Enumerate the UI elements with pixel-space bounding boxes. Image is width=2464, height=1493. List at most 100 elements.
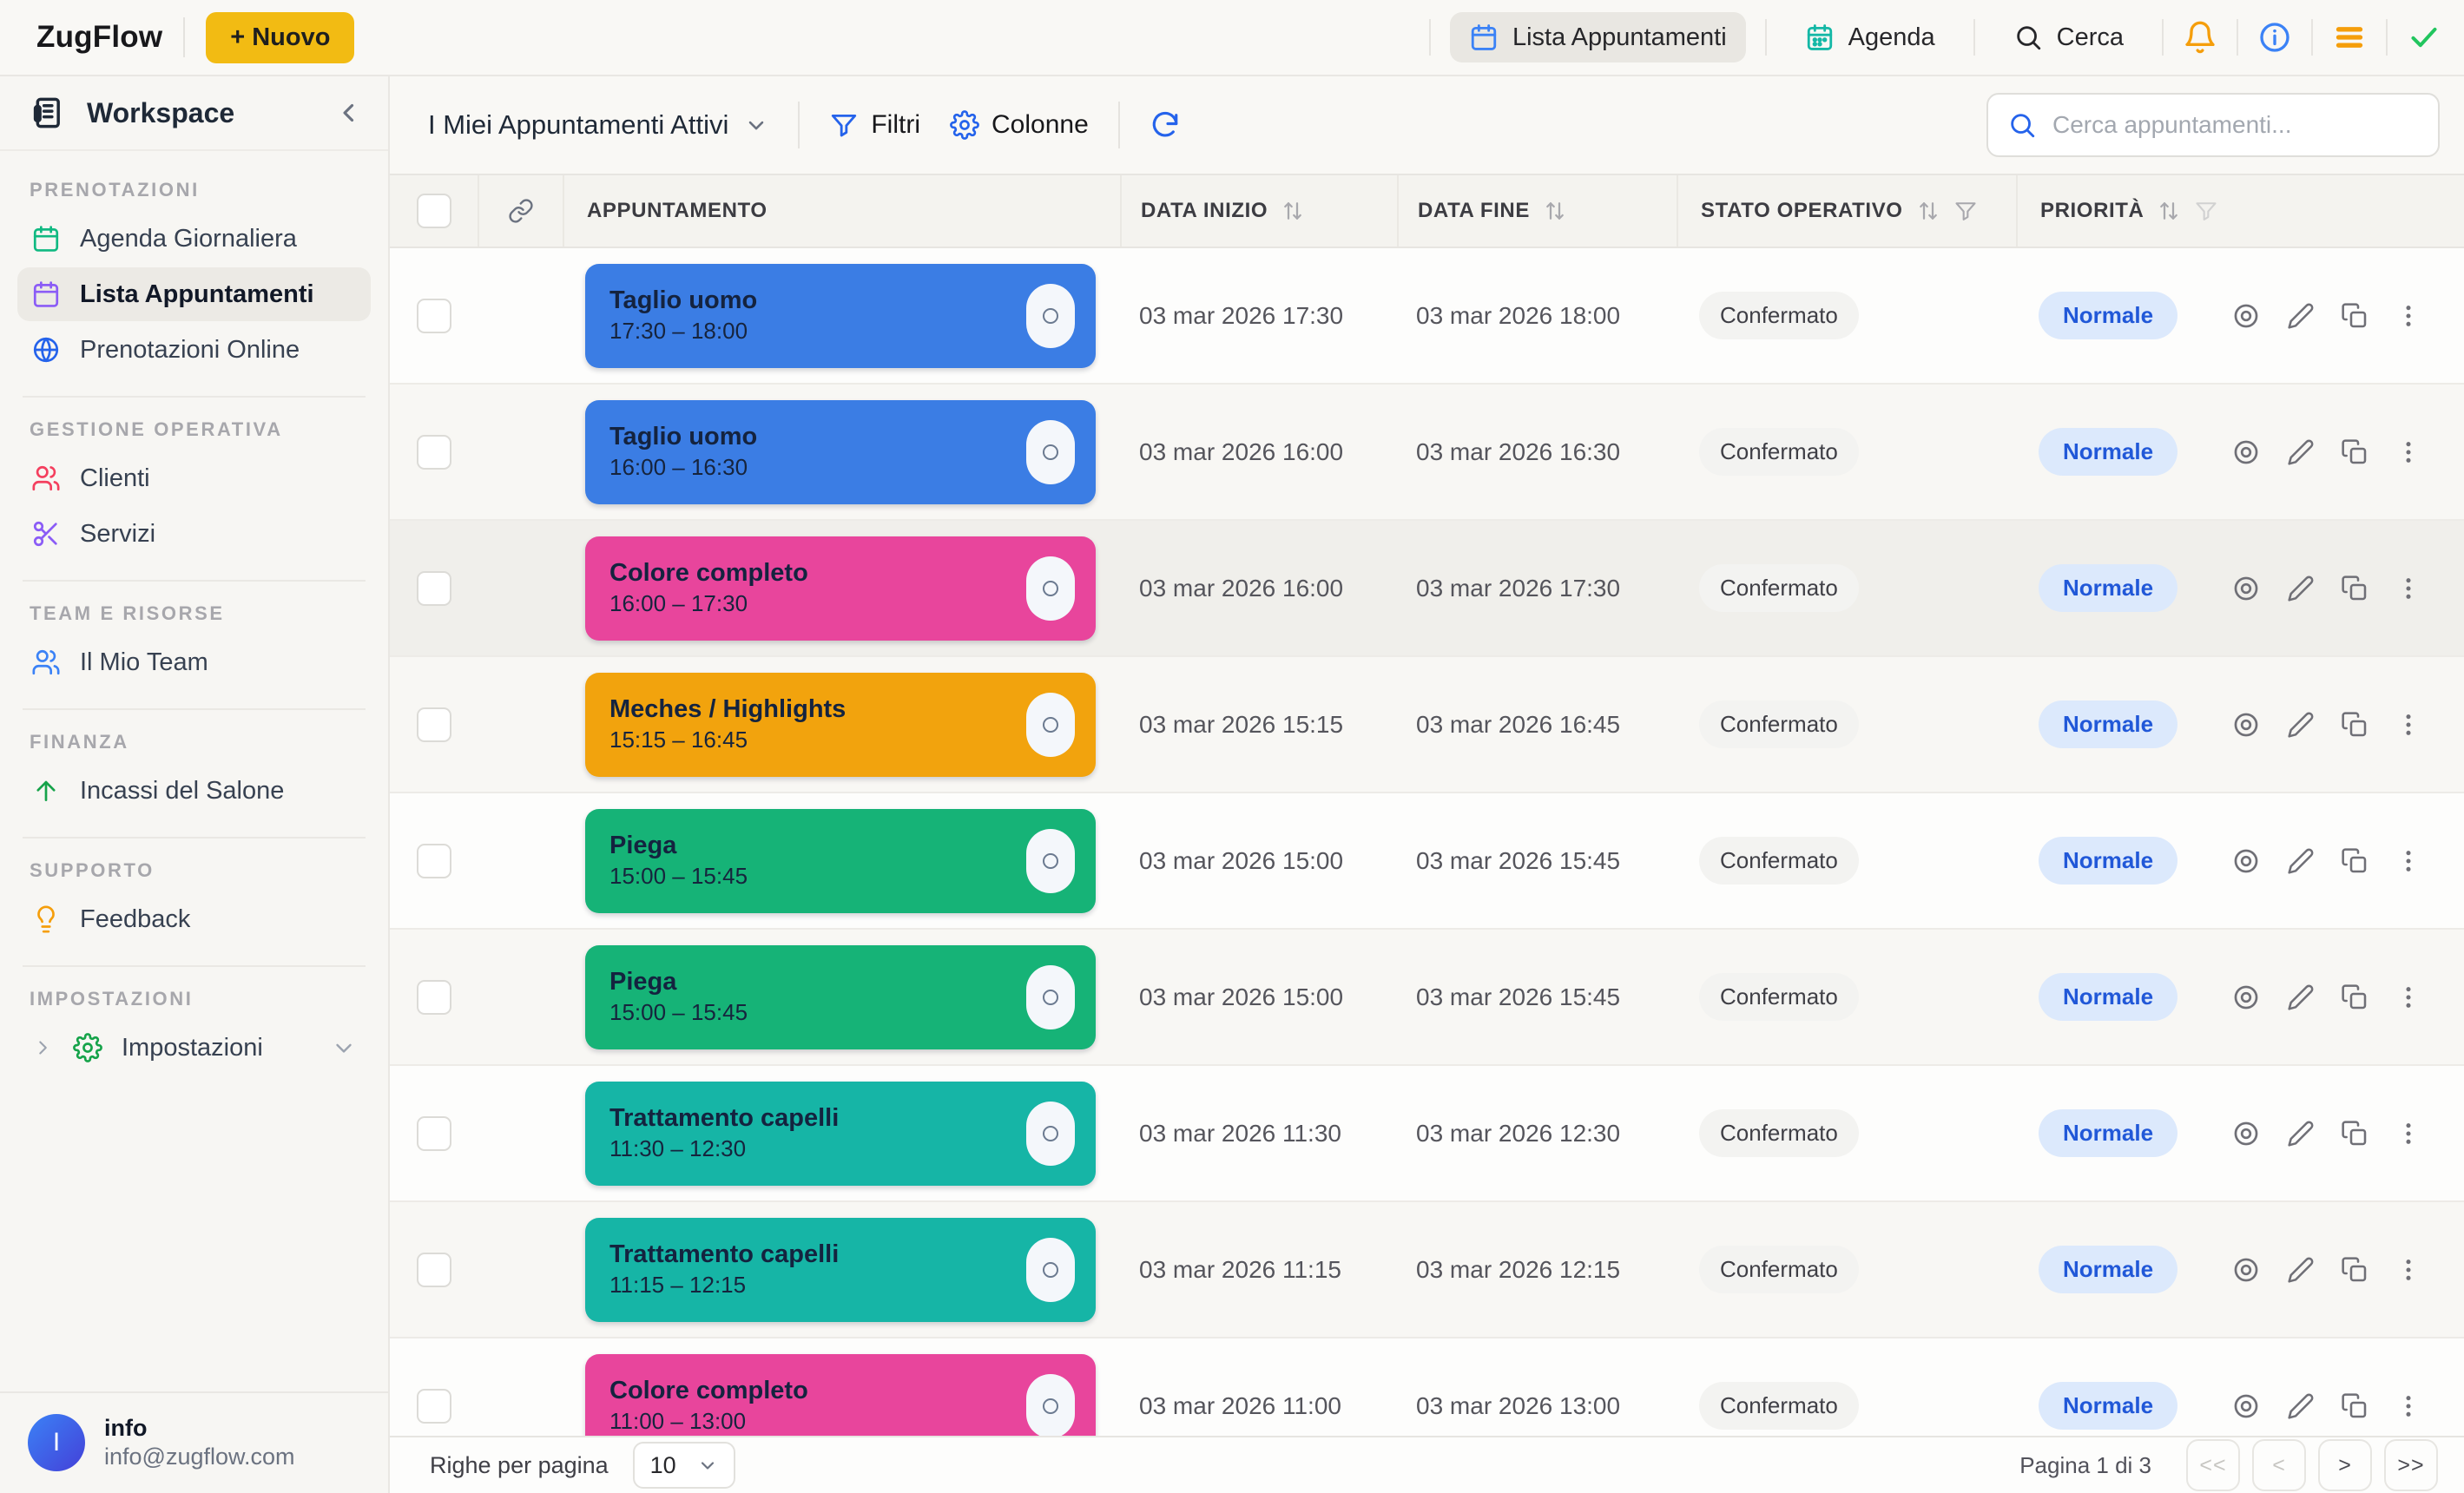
row-checkbox[interactable] [416, 1115, 451, 1151]
appointment-chip[interactable]: Taglio uomo 17:30 – 18:00 [585, 263, 1096, 368]
row-checkbox[interactable] [416, 434, 451, 470]
eye-icon[interactable] [2231, 983, 2261, 1012]
rows-per-page-select[interactable]: 10 [632, 1442, 735, 1489]
copy-icon[interactable] [2341, 1256, 2368, 1284]
row-checkbox[interactable] [416, 1388, 451, 1424]
sidebar-item-prenotazioni-online[interactable]: Prenotazioni Online [17, 323, 371, 377]
pencil-icon[interactable] [2287, 1120, 2315, 1148]
filter-funnel-icon[interactable] [2194, 199, 2218, 223]
appointment-chip[interactable]: Trattamento capelli 11:15 – 12:15 [585, 1217, 1096, 1322]
eye-icon[interactable] [2231, 437, 2261, 467]
pencil-icon[interactable] [2287, 1392, 2315, 1420]
pencil-icon[interactable] [2287, 1256, 2315, 1284]
row-checkbox[interactable] [416, 298, 451, 333]
menu-icon[interactable] [2332, 20, 2367, 55]
sidebar-item-incassi-del-salone[interactable]: Incassi del Salone [17, 764, 371, 818]
appointment-chip[interactable]: Colore completo 16:00 – 17:30 [585, 536, 1096, 641]
eye-icon[interactable] [2231, 301, 2261, 331]
kebab-icon[interactable] [2395, 847, 2422, 875]
sidebar-collapse-icon[interactable] [334, 98, 364, 128]
copy-icon[interactable] [2341, 575, 2368, 602]
column-header-appointment[interactable]: APPUNTAMENTO [587, 199, 768, 222]
kebab-icon[interactable] [2395, 302, 2422, 330]
column-header-status[interactable]: STATO OPERATIVO [1701, 199, 1903, 222]
column-header-end[interactable]: DATA FINE [1418, 199, 1530, 222]
nav-agenda[interactable]: Agenda [1786, 12, 1954, 62]
user-card[interactable]: I info info@zugflow.com [0, 1391, 388, 1493]
sidebar-item-servizi[interactable]: Servizi [17, 507, 371, 561]
sidebar-item-impostazioni[interactable]: Impostazioni [17, 1021, 371, 1075]
check-icon[interactable] [2407, 20, 2441, 55]
appointment-chip-text: Taglio uomo 17:30 – 18:00 [609, 285, 757, 346]
column-header-start[interactable]: DATA INIZIO [1141, 199, 1268, 222]
appointment-chip[interactable]: Piega 15:00 – 15:45 [585, 808, 1096, 913]
copy-icon[interactable] [2341, 1392, 2368, 1420]
sidebar-item-il-mio-team[interactable]: Il Mio Team [17, 635, 371, 689]
pencil-icon[interactable] [2287, 438, 2315, 466]
columns-button[interactable]: Colonne [950, 110, 1089, 140]
pagination-button-last[interactable]: >> [2384, 1439, 2438, 1491]
copy-icon[interactable] [2341, 438, 2368, 466]
kebab-icon[interactable] [2395, 711, 2422, 739]
kebab-icon[interactable] [2395, 438, 2422, 466]
sidebar-item-lista-appuntamenti[interactable]: Lista Appuntamenti [17, 267, 371, 321]
row-checkbox[interactable] [416, 843, 451, 878]
chevron-down-icon[interactable] [331, 1035, 357, 1061]
copy-icon[interactable] [2341, 711, 2368, 739]
copy-icon[interactable] [2341, 847, 2368, 875]
copy-icon[interactable] [2341, 1120, 2368, 1148]
pencil-icon[interactable] [2287, 983, 2315, 1011]
column-header-priority[interactable]: PRIORITÀ [2040, 199, 2144, 222]
appointment-chip[interactable]: Colore completo 11:00 – 13:00 [585, 1353, 1096, 1436]
nav-lista-appuntamenti[interactable]: Lista Appuntamenti [1449, 12, 1746, 62]
priority-badge: Normale [2039, 1382, 2178, 1430]
info-icon[interactable] [2257, 20, 2292, 55]
pagination-button-next[interactable]: > [2318, 1439, 2372, 1491]
appointment-chip-text: Meches / Highlights 15:15 – 16:45 [609, 694, 846, 755]
kebab-icon[interactable] [2395, 983, 2422, 1011]
filter-funnel-icon[interactable] [1953, 199, 1978, 223]
notifications-bell-icon[interactable] [2183, 20, 2217, 55]
appointment-service: Colore completo [609, 558, 808, 587]
pencil-icon[interactable] [2287, 711, 2315, 739]
appointment-chip[interactable]: Trattamento capelli 11:30 – 12:30 [585, 1081, 1096, 1186]
row-checkbox[interactable] [416, 1252, 451, 1287]
sidebar-item-label: Incassi del Salone [80, 776, 285, 805]
sidebar-item-feedback[interactable]: Feedback [17, 892, 371, 946]
pencil-icon[interactable] [2287, 847, 2315, 875]
copy-icon[interactable] [2341, 302, 2368, 330]
kebab-icon[interactable] [2395, 1392, 2422, 1420]
filters-button[interactable]: Filtri [829, 110, 920, 140]
appointment-chip[interactable]: Taglio uomo 16:00 – 16:30 [585, 399, 1096, 504]
row-checkbox[interactable] [416, 707, 451, 742]
eye-icon[interactable] [2231, 1255, 2261, 1285]
eye-icon[interactable] [2231, 710, 2261, 740]
nav-cerca[interactable]: Cerca [1994, 12, 2143, 62]
sort-icon[interactable] [1542, 198, 1568, 224]
eye-icon[interactable] [2231, 574, 2261, 603]
search-input[interactable] [2051, 110, 2419, 140]
refresh-icon[interactable] [1150, 109, 1181, 141]
appointment-chip[interactable]: Piega 15:00 – 15:45 [585, 944, 1096, 1049]
view-selector-dropdown[interactable]: I Miei Appuntamenti Attivi [428, 109, 768, 141]
sort-icon[interactable] [2156, 198, 2182, 224]
eye-icon[interactable] [2231, 1119, 2261, 1148]
pencil-icon[interactable] [2287, 575, 2315, 602]
copy-icon[interactable] [2341, 983, 2368, 1011]
sort-icon[interactable] [1915, 198, 1941, 224]
kebab-icon[interactable] [2395, 575, 2422, 602]
pencil-icon[interactable] [2287, 302, 2315, 330]
priority-badge: Normale [2039, 292, 2178, 339]
appointment-chip[interactable]: Meches / Highlights 15:15 – 16:45 [585, 672, 1096, 777]
sort-icon[interactable] [1280, 198, 1306, 224]
row-checkbox[interactable] [416, 570, 451, 606]
eye-icon[interactable] [2231, 1391, 2261, 1421]
sidebar-item-agenda-giornaliera[interactable]: Agenda Giornaliera [17, 212, 371, 266]
select-all-checkbox[interactable] [416, 194, 451, 228]
kebab-icon[interactable] [2395, 1256, 2422, 1284]
eye-icon[interactable] [2231, 846, 2261, 876]
kebab-icon[interactable] [2395, 1120, 2422, 1148]
row-checkbox[interactable] [416, 979, 451, 1015]
sidebar-item-clienti[interactable]: Clienti [17, 451, 371, 505]
new-appointment-button[interactable]: + Nuovo [206, 11, 355, 63]
